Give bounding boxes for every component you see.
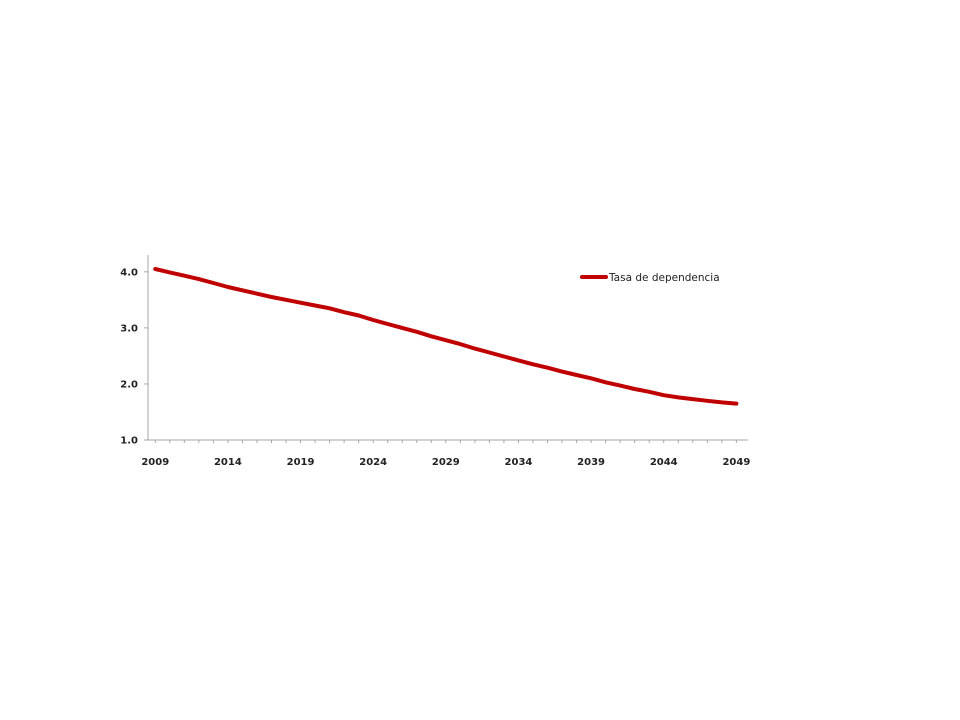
x-tick-label: 2024 (359, 457, 387, 468)
x-tick-label: 2009 (141, 457, 169, 468)
x-tick-label: 2034 (505, 457, 533, 468)
series-layer (153, 267, 739, 406)
plot-area: 1.0 2.0 3.0 4.0 2009 2014 2019 2024 2029 2034 203… (120, 255, 750, 468)
y-tick-label: 3.0 (120, 323, 138, 334)
x-tick-label: 2044 (650, 457, 678, 468)
x-tick-label: 2019 (287, 457, 315, 468)
y-tick-label: 2.0 (120, 379, 138, 390)
x-tick-label: 2049 (722, 457, 750, 468)
x-tick-label: 2029 (432, 457, 460, 468)
y-tick-label: 4.0 (120, 267, 138, 278)
legend: Tasa de dependencia (580, 272, 720, 284)
y-ticks: 1.0 2.0 3.0 4.0 (120, 267, 148, 447)
y-tick-label: 1.0 (120, 436, 138, 447)
legend-label: Tasa de dependencia (608, 272, 720, 284)
x-tick-label: 2039 (577, 457, 605, 468)
x-tick-label: 2014 (214, 457, 242, 468)
series-line-0 (153, 267, 739, 406)
x-ticks: 2009 2014 2019 2024 2029 2034 2039 2044 2049 (141, 440, 750, 468)
